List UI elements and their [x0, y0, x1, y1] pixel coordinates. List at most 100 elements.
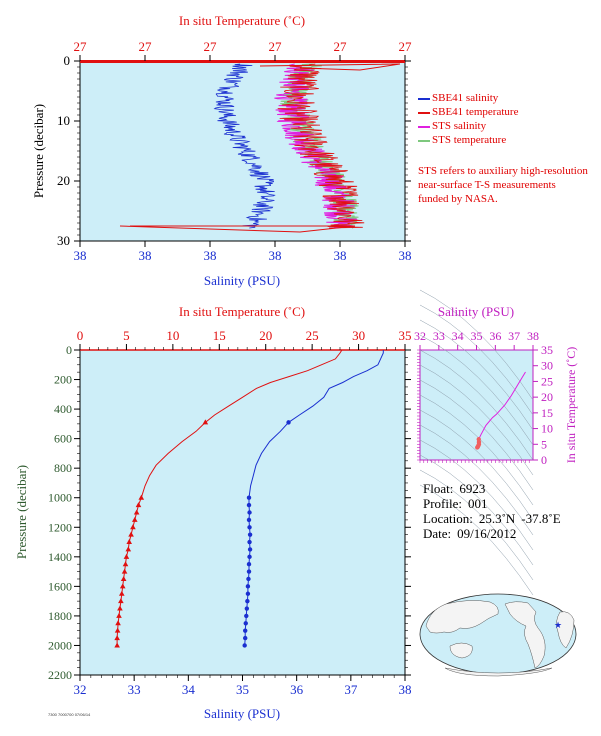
panel3-series [475, 371, 526, 450]
density-contours [419, 289, 534, 596]
salinity-marker [246, 576, 251, 582]
legend-swatch [418, 112, 430, 114]
footer-stamp: 7300 7000700 07/06/14 [48, 712, 91, 717]
world-map: ★ [419, 593, 577, 677]
map-land-africa [556, 611, 575, 649]
temperature-marker [202, 419, 209, 425]
panel2-bottom-tick-label: 34 [182, 682, 196, 697]
panel1-left-tick-label: 20 [57, 173, 70, 188]
panel3-top-tick-label: 36 [489, 329, 501, 343]
panel3-top-tick-label: 34 [452, 329, 464, 343]
panel1-left-axis-label: Pressure (decibar) [31, 104, 46, 198]
temperature-marker [115, 620, 121, 626]
panel2-left-tick-label: 1600 [48, 579, 72, 593]
legend-label: STS temperature [432, 134, 507, 146]
density-contour [419, 424, 534, 536]
salinity-marker [247, 510, 252, 515]
panel2-bottom-axis-label: Salinity (PSU) [204, 706, 280, 721]
panel1-top-tick-label: 27 [204, 39, 218, 54]
panel3-right-tick-label: 15 [541, 406, 553, 420]
map-land-americas [504, 601, 546, 669]
profile-label: Profile: [423, 496, 462, 511]
panel3-right-axis-label: In situ Temperature (˚C) [564, 347, 578, 464]
panel1-left-tick-label: 10 [57, 113, 70, 128]
salinity-marker [244, 613, 249, 619]
float-info: Float: 6923 Profile: 001 Location: 25.3˚N -3… [423, 481, 567, 541]
panel2-left-tick-label: 2200 [48, 668, 72, 682]
temperature-marker [131, 516, 138, 522]
panel3-top-tick-label: 35 [471, 329, 483, 343]
panel2-left-tick-label: 800 [54, 461, 72, 475]
panel1-top-tick-label: 27 [269, 39, 283, 54]
panel3-right-tick-label: 5 [541, 437, 547, 451]
location-label: Location: [423, 511, 473, 526]
panel3-right-tick-label: 25 [541, 374, 553, 388]
temperature-marker [122, 561, 129, 567]
panel1-top-tick-label: 27 [334, 39, 348, 54]
legend-label: SBE41 salinity [432, 92, 499, 104]
panel3-top-tick-label: 32 [414, 329, 426, 343]
density-contour [419, 349, 534, 461]
panel2-top-tick-label: 35 [399, 328, 412, 343]
panel1-bottom-axis-label: Salinity (PSU) [204, 273, 280, 288]
panel2-plot-area [79, 349, 406, 676]
salinity-marker [244, 606, 250, 611]
panel3-right-tick-label: 30 [541, 359, 553, 373]
legend-label: STS salinity [432, 120, 487, 132]
panel2-left-tick-label: 200 [54, 373, 72, 387]
panel2-axes: 0 5 10 15 20 25 30 35 32 33 34 35 36 37 38 0 200 400 600 80… [48, 328, 412, 697]
float-row: Float: 6923 [423, 481, 567, 496]
panel1-bottom-tick-label: 38 [269, 248, 282, 263]
panel1-axes: 27 27 27 27 27 27 38 38 38 38 38 38 0 10 20 30 [57, 39, 412, 263]
sbe41-temperature-bottom-spike [119, 225, 356, 233]
temperature-marker [121, 568, 128, 574]
temperature-marker [116, 612, 122, 618]
temperature-marker [126, 539, 133, 545]
panel1-top-axis-label: In situ Temperature (˚C) [179, 13, 305, 28]
profile-value: 001 [468, 496, 488, 511]
temperature-marker [135, 502, 142, 508]
density-contour [419, 454, 534, 566]
panel2-bottom-tick-label: 33 [128, 682, 141, 697]
legend-item-sts-temperature: STS temperature [418, 133, 518, 147]
temperature-marker [123, 553, 130, 559]
salinity-marker [286, 420, 291, 425]
salinity-marker [243, 621, 248, 626]
panel1-top-tick-label: 27 [139, 39, 153, 54]
panel2-left-axis-label: Pressure (decibar) [14, 465, 29, 559]
salinity-marker [246, 517, 252, 523]
panel2-left-tick-label: 600 [54, 432, 72, 446]
panel2-top-tick-label: 0 [77, 328, 84, 343]
panel2-bottom-tick-label: 35 [236, 682, 249, 697]
sbe41-temperature-surface-spike [259, 63, 401, 71]
panel2-left-tick-label: 1400 [48, 550, 72, 564]
panel3-plot-area [419, 349, 534, 461]
profile-row: Profile: 001 [423, 496, 567, 511]
salinity-marker [246, 569, 252, 574]
ts-point [475, 445, 480, 450]
panel2-top-tick-label: 10 [166, 328, 179, 343]
density-contour [419, 289, 534, 401]
salinity-marker [246, 562, 252, 567]
panel-near-surface: 27 27 27 27 27 27 38 38 38 38 38 38 0 10 20 30 In situ … [31, 13, 412, 288]
panel3-right-tick-label: 10 [541, 422, 553, 436]
float-label: Float: [423, 481, 454, 496]
panel3-top-axis-label: Salinity (PSU) [438, 304, 514, 319]
panel1-bottom-tick-label: 38 [139, 248, 152, 263]
panel1-left-tick-label: 0 [64, 53, 71, 68]
date-label: Date: [423, 526, 452, 541]
density-contour [419, 409, 534, 521]
panel2-top-tick-label: 15 [213, 328, 226, 343]
date-value: 09/16/2012 [457, 526, 517, 541]
temperature-marker [117, 605, 123, 611]
salinity-marker [247, 554, 252, 560]
panel1-bottom-tick-label: 38 [334, 248, 347, 263]
panel1-plot-area [79, 60, 406, 242]
density-contour [419, 469, 534, 581]
density-contour [419, 439, 534, 551]
panel2-left-tick-label: 1000 [48, 491, 72, 505]
salinity-marker [243, 628, 248, 633]
panel2-left-tick-label: 400 [54, 402, 72, 416]
temperature-marker [114, 627, 121, 633]
